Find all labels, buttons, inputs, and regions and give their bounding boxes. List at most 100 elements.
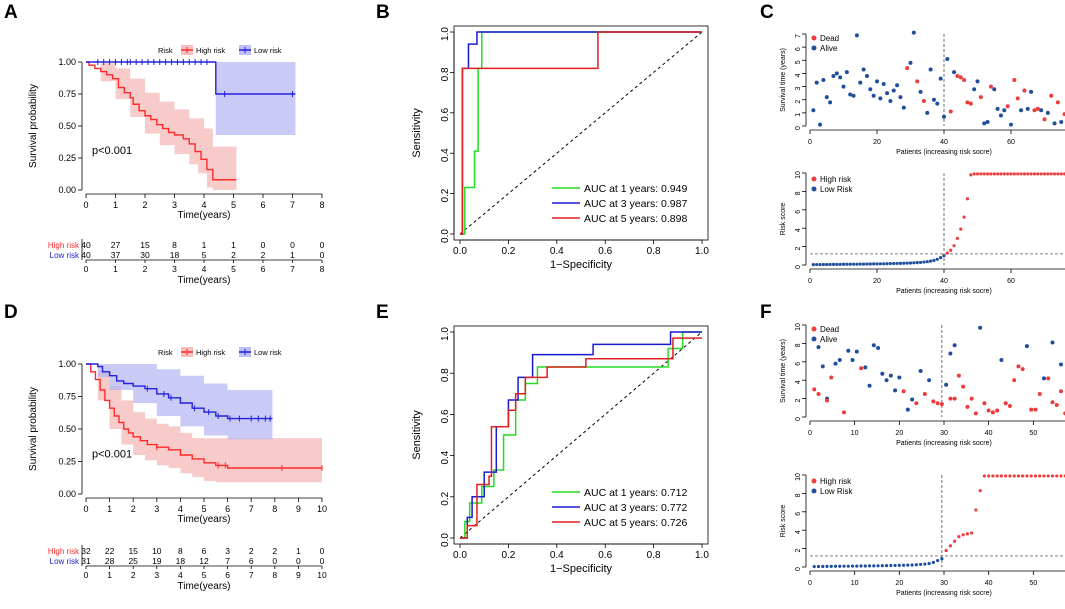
risk-table-x-tick-label: 2 — [131, 570, 136, 580]
x-tick-label: 0.6 — [598, 246, 612, 257]
y-tick-label: 0.8 — [440, 67, 451, 81]
dead-point — [986, 408, 991, 413]
high-risk-point — [1059, 172, 1063, 176]
dead-point — [935, 401, 940, 406]
survival-curve — [86, 61, 237, 181]
y-tick-label: 4 — [795, 73, 802, 77]
high-risk-point — [1008, 474, 1012, 478]
risk-table-x-title: Time(years) — [178, 581, 231, 592]
alive-point — [918, 369, 923, 373]
legend-title: Risk — [158, 348, 173, 357]
dead-point — [1055, 100, 1060, 105]
x-tick-label: 0.6 — [598, 550, 612, 561]
x-tick-label: 4 — [201, 200, 206, 210]
alive-point — [834, 71, 839, 76]
survival-status-chart-c: 01234567020406080Patients (increasing ri… — [780, 30, 1065, 156]
alive-point — [878, 96, 883, 101]
risk-table-cell: 0 — [320, 250, 325, 260]
high-risk-point — [1052, 172, 1057, 176]
low-risk-point — [919, 562, 923, 567]
dead-point — [939, 402, 944, 407]
legend-label: High risk — [820, 477, 852, 486]
x-tick-label: 2 — [131, 504, 136, 514]
dead-point — [973, 411, 978, 416]
alive-point — [935, 101, 940, 106]
low-risk-point — [868, 262, 872, 266]
y-tick-label: 7 — [795, 34, 802, 38]
y-tick-label: 1.00 — [58, 359, 76, 369]
dead-point — [1020, 367, 1025, 372]
low-risk-point — [889, 563, 893, 568]
p-value-annotation: p<0.001 — [92, 449, 132, 461]
high-risk-point — [969, 173, 973, 177]
x-tick-label: 0 — [808, 430, 812, 437]
dead-point — [931, 399, 936, 404]
high-risk-point — [970, 531, 974, 535]
high-risk-point — [991, 474, 995, 478]
x-tick-label: 9 — [296, 504, 301, 514]
legend-label: AUC at 5 years: 0.726 — [584, 517, 687, 529]
risk-table-x-tick-label: 9 — [296, 570, 301, 580]
risk-table-row-label: High risk — [48, 241, 80, 250]
dead-point — [901, 389, 906, 394]
alive-point — [972, 87, 977, 92]
low-risk-point — [897, 563, 901, 567]
risk-table-cell: 31 — [81, 556, 91, 566]
alive-point — [820, 364, 825, 369]
low-risk-point — [863, 564, 867, 568]
x-tick-label: 4 — [178, 504, 183, 514]
high-risk-point — [1012, 474, 1016, 478]
risk-table-cell: 18 — [176, 556, 186, 566]
dead-point — [914, 401, 919, 406]
x-tick-label: 0.4 — [550, 550, 564, 561]
dead-point — [1035, 106, 1040, 111]
alive-point — [837, 357, 842, 362]
alive-point — [821, 78, 826, 82]
x-tick-label: 40 — [985, 430, 993, 437]
risk-table-cell: 28 — [105, 556, 115, 566]
x-tick-label: 6 — [260, 200, 265, 210]
dead-point — [1058, 389, 1063, 394]
risk-table-cell: 0 — [296, 556, 301, 566]
x-tick-label: 0 — [808, 278, 812, 285]
dead-point — [1032, 108, 1037, 113]
risk-table-header: Risk — [26, 547, 27, 548]
high-risk-point — [1026, 172, 1030, 176]
alive-point — [948, 351, 953, 356]
low-risk-point — [872, 262, 876, 266]
risk-table-cell: 15 — [128, 546, 138, 556]
alive-point — [864, 74, 869, 79]
alive-point — [1052, 121, 1057, 126]
x-axis-title: Time(years) — [178, 514, 231, 525]
y-tick-label: 2 — [795, 549, 802, 553]
risk-table-cell: 40 — [81, 240, 91, 250]
alive-point — [885, 91, 890, 96]
x-tick-label: 0.0 — [453, 246, 467, 257]
low-risk-point — [888, 262, 892, 266]
x-tick-label: 7 — [249, 504, 254, 514]
x-tick-label: 6 — [225, 504, 230, 514]
x-tick-label: 0.8 — [647, 246, 661, 257]
diagonal-reference — [459, 31, 703, 235]
roc-curve — [460, 331, 702, 539]
y-tick-label: 8 — [795, 493, 802, 497]
low-risk-point — [931, 560, 935, 564]
survival-curve — [86, 363, 273, 420]
high-risk-point — [944, 548, 948, 553]
alive-point — [1009, 122, 1013, 127]
alive-point — [831, 74, 836, 79]
risk-table-cell: 7 — [225, 556, 230, 566]
alive-point — [871, 343, 876, 348]
risk-table-cell: 2 — [231, 250, 236, 260]
high-risk-point — [999, 474, 1004, 478]
risk-table-cell: 0 — [320, 556, 325, 566]
alive-point — [814, 80, 819, 85]
high-risk-point — [1002, 172, 1006, 176]
low-risk-point — [915, 261, 919, 265]
risk-table-cell: 0 — [261, 240, 266, 250]
risk-table-cell: 18 — [170, 250, 180, 260]
x-tick-label: 1.0 — [695, 550, 709, 561]
low-risk-point — [842, 564, 846, 568]
low-risk-point — [838, 262, 842, 266]
alive-point — [982, 121, 987, 126]
